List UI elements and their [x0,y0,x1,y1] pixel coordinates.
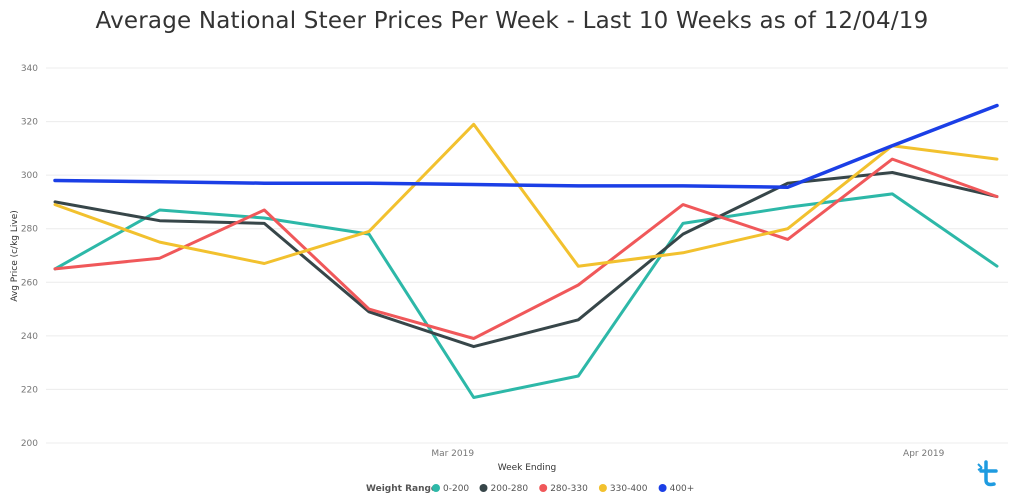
y-tick-label: 220 [21,385,38,395]
series-lines [53,103,999,399]
y-axis-label: Avg Price (c/kg Live) [10,210,20,302]
y-tick-label: 280 [21,225,38,235]
legend-marker [539,484,548,492]
brand-logo [977,460,998,487]
y-tick-label: 300 [21,171,38,181]
y-tick-label: 260 [21,278,38,288]
x-axis-label: Week Ending [498,463,557,473]
x-tick-label: Apr 2019 [903,449,945,459]
logo-mark-left [977,463,983,471]
legend-item-label: 200-280 [491,484,529,494]
legend-marker [658,484,667,492]
legend-item-label: 280-330 [550,484,588,494]
logo-mark-t [979,460,998,487]
y-axis-ticks: 200 220 240 260 280 300 320 340 [21,64,38,449]
legend-marker [598,484,607,492]
legend-marker [479,484,488,492]
y-tick-label: 240 [21,332,38,342]
series-line-200-280 [53,171,999,349]
legend-item-label: 0-200 [443,484,469,494]
series-line-400+ [53,103,999,189]
y-tick-label: 340 [21,64,38,74]
legend-marker [432,484,440,492]
grid-lines [46,67,1008,444]
legend-title: Weight Range [366,484,437,494]
legend-item-label: 330-400 [610,484,648,494]
chart-title: Average National Steer Prices Per Week -… [95,8,929,34]
series-line-0-200 [53,192,999,399]
series-line-330-400 [53,122,999,268]
legend-item-label: 400+ [670,484,695,494]
x-axis-ticks: Mar 2019 Apr 2019 [431,449,944,459]
y-tick-label: 320 [21,118,38,128]
legend: Weight Range 0-200 200-280 280-330 330-400 40… [366,484,694,494]
series-line-280-330 [53,157,999,340]
y-tick-label: 200 [21,439,38,449]
x-tick-label: Mar 2019 [431,449,474,459]
